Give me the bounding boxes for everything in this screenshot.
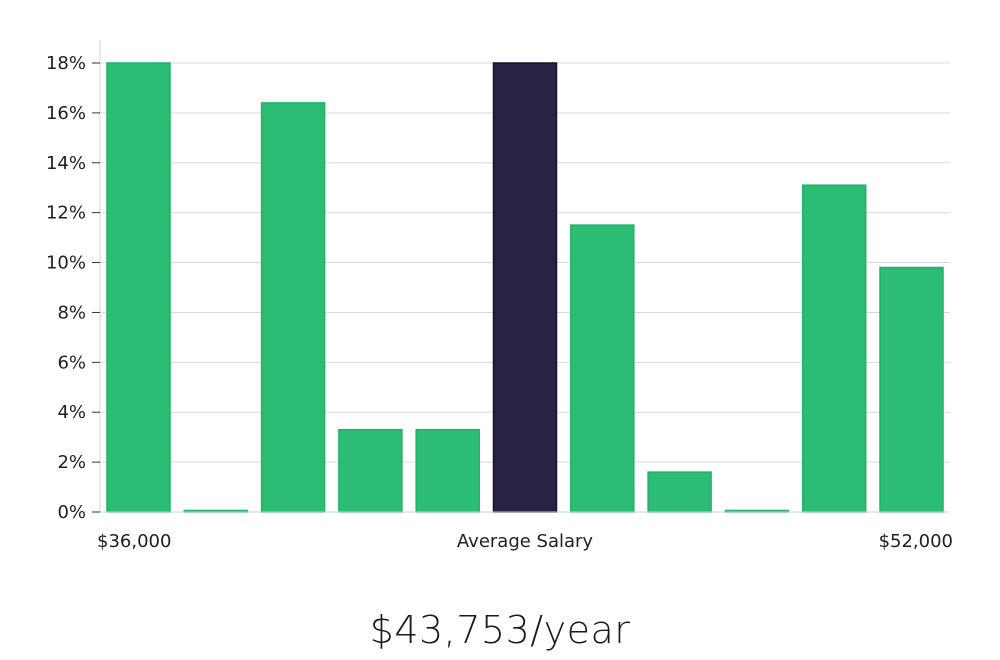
y-axis-ticks: 0% 2% 4% 6% 8% 10% 12% 14% 16% 18%: [46, 53, 100, 523]
bar: [415, 428, 480, 513]
y-tick-label: 2%: [57, 452, 86, 473]
bar: [647, 471, 712, 513]
x-max-label: $52,000: [879, 531, 953, 552]
x-axis-title: Average Salary: [457, 531, 594, 552]
axes: [99, 40, 950, 513]
bar: [260, 102, 326, 513]
bar: [106, 62, 171, 513]
x-min-label: $36,000: [97, 531, 171, 552]
bar: [338, 428, 403, 513]
y-tick-label: 4%: [57, 402, 86, 423]
y-tick-label: 18%: [46, 53, 86, 74]
bar: [801, 184, 867, 513]
y-tick-label: 0%: [57, 502, 86, 523]
x-axis-labels: $36,000 Average Salary $52,000: [97, 531, 953, 552]
bars: [106, 62, 944, 513]
bar-highlighted: [492, 62, 558, 513]
y-tick-label: 16%: [46, 103, 86, 124]
bar: [879, 266, 944, 513]
y-tick-label: 8%: [57, 302, 86, 323]
bar: [570, 224, 635, 513]
y-tick-label: 6%: [57, 352, 86, 373]
y-tick-label: 14%: [46, 153, 86, 174]
average-salary-value: $43,753/year: [369, 608, 631, 652]
salary-histogram: 0% 2% 4% 6% 8% 10% 12% 14% 16% 18% $36,000 Averag…: [46, 40, 953, 552]
y-tick-label: 12%: [46, 203, 86, 224]
y-tick-label: 10%: [46, 253, 86, 274]
